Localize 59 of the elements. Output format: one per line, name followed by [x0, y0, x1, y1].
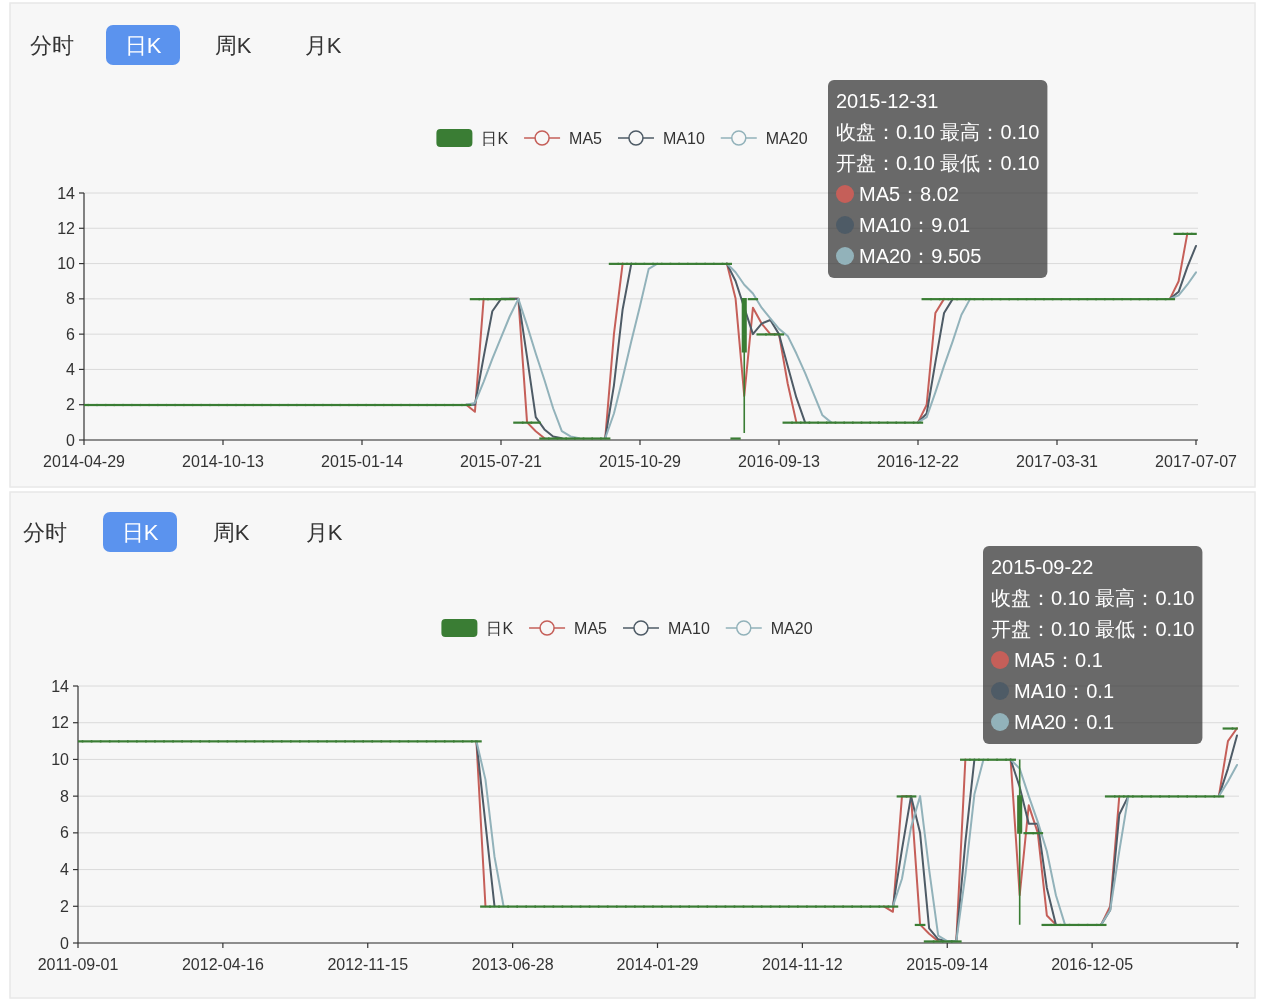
legend-label: MA5	[574, 620, 608, 637]
y-tick-label: 8	[60, 787, 70, 805]
x-tick-label: 2014-01-29	[616, 956, 699, 973]
text: 周K	[214, 33, 252, 58]
text: 日K	[121, 520, 159, 545]
candlestick	[1222, 727, 1234, 730]
legend-label: MA20	[765, 130, 808, 147]
y-tick-label: 14	[51, 677, 70, 695]
x-tick-label: 2015-10-29	[599, 453, 682, 470]
x-tick-label: 2014-04-29	[43, 453, 126, 470]
y-tick-label: 12	[51, 714, 70, 732]
x-tick-label: 2015-07-21	[460, 453, 543, 470]
annotation: MA10：0.1	[1014, 680, 1115, 702]
y-tick-label: 10	[57, 255, 76, 273]
x-tick-label: 2013-06-28	[471, 956, 554, 973]
y-tick-label: 12	[57, 219, 76, 237]
y-tick-label: 8	[66, 290, 76, 308]
legend-label: MA10	[667, 620, 710, 637]
text: 分时	[30, 33, 74, 58]
x-tick-label: 2017-03-31	[1016, 453, 1099, 470]
y-tick-label: 0	[60, 934, 70, 952]
legend-label: 日K	[481, 130, 509, 147]
x-tick-label: 2016-12-22	[877, 453, 960, 470]
y-tick-label: 2	[60, 897, 70, 915]
text: 日K	[124, 33, 162, 58]
legend-label: MA5	[569, 130, 603, 147]
annotation: MA20：0.1	[1014, 711, 1115, 733]
text: 周K	[212, 520, 250, 545]
x-tick-label: 2015-09-14	[906, 956, 989, 973]
legend-label: 日K	[486, 620, 514, 637]
tooltip: 2015-12-31 收盘：0.10 最高：0.10 开盘：0.10 最低：0.10 MA5：8.02 MA10：9.01 MA20：9.505	[828, 80, 1048, 278]
x-tick-label: 2012-11-15	[327, 956, 409, 973]
x-tick-label: 2016-09-13	[738, 453, 821, 470]
x-tick-label: 2014-10-13	[182, 453, 265, 470]
text: 分时	[23, 520, 67, 545]
legend-label: MA10	[662, 130, 705, 147]
text: 月K	[305, 520, 343, 545]
y-tick-label: 0	[66, 431, 76, 449]
x-tick-label: 2016-12-05	[1051, 956, 1134, 973]
y-tick-label: 2	[66, 396, 76, 414]
y-tick-label: 6	[60, 824, 70, 842]
y-tick-label: 4	[66, 360, 76, 378]
y-tick-label: 10	[51, 750, 70, 768]
x-tick-label: 2012-04-16	[181, 956, 264, 973]
text: 月K	[304, 33, 342, 58]
legend-label: MA20	[770, 620, 813, 637]
x-tick-label: 2017-07-07	[1155, 453, 1238, 470]
candlestick	[914, 923, 926, 927]
x-tick-label: 2014-11-12	[762, 956, 843, 973]
y-tick-label: 4	[60, 861, 70, 879]
annotation: MA5：8.02	[859, 183, 960, 205]
tooltip: 2015-09-22 收盘：0.10 最高：0.10 开盘：0.10 最低：0.10 MA5：0.1 MA10：0.1 MA20：0.1	[983, 546, 1203, 744]
annotation: MA10：9.01	[859, 214, 971, 236]
x-tick-label: 2011-09-01	[37, 956, 119, 973]
y-tick-label: 14	[57, 184, 76, 202]
annotation: MA20：9.505	[859, 245, 982, 267]
x-tick-label: 2015-01-14	[321, 453, 404, 470]
candlestick	[730, 437, 741, 440]
y-tick-label: 6	[66, 325, 76, 343]
